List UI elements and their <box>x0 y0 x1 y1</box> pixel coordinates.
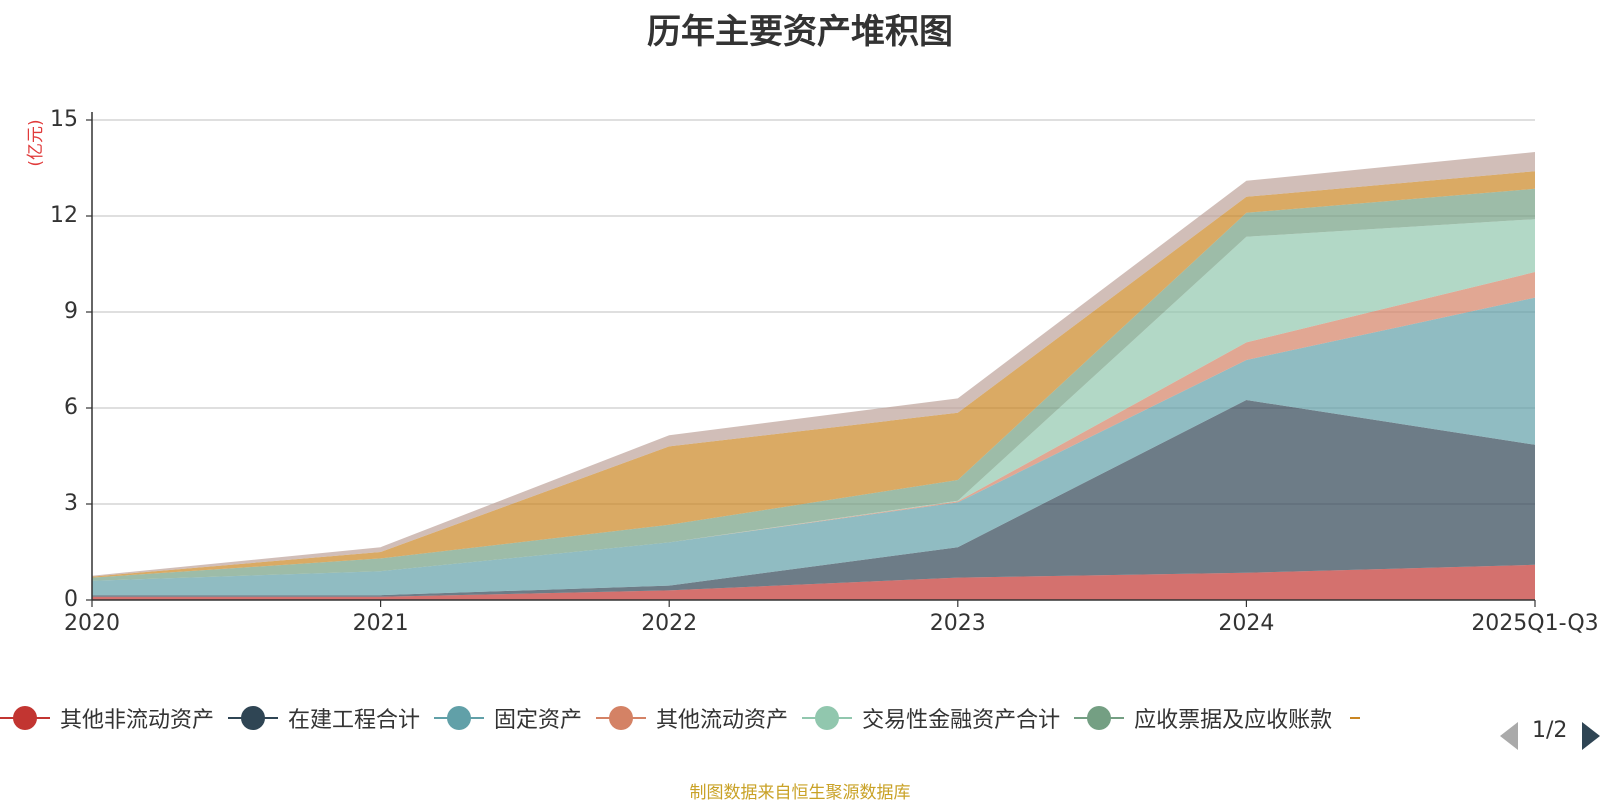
source-note: 制图数据来自恒生聚源数据库 <box>689 783 911 803</box>
legend-page-indicator: 1/2 <box>1532 718 1568 743</box>
legend-item[interactable]: 其他流动资产 <box>596 702 788 734</box>
x-tick-label: 2025Q1-Q3 <box>1471 611 1598 636</box>
legend-pager: 1/2 <box>1500 718 1600 754</box>
legend-item[interactable]: 应收票据及应收账款 <box>1074 702 1332 734</box>
y-tick-label: 9 <box>64 299 78 324</box>
area-series <box>92 152 1535 600</box>
area-series-应收票据及应收账款 <box>92 188 1535 581</box>
legend-label: 交易性金融资产合计 <box>862 708 1061 733</box>
legend-truncated-marker-icon <box>1350 717 1361 719</box>
y-tick-label: 0 <box>64 587 78 612</box>
legend-marker-icon <box>802 705 853 731</box>
legend-next-page-icon[interactable] <box>1582 722 1600 750</box>
legend-label: 固定资产 <box>494 708 583 733</box>
legend-prev-page-icon[interactable] <box>1500 722 1518 750</box>
legend-item[interactable]: 其他非流动资产 <box>0 702 214 734</box>
legend-label: 在建工程合计 <box>288 708 421 733</box>
legend-marker-icon <box>0 705 50 731</box>
legend: 其他非流动资产 在建工程合计 固定资产 其他流动资产 交易性金融资产合计 应收票据及应收账… <box>0 700 1386 736</box>
area-series-在建工程合计 <box>92 400 1535 597</box>
legend-item[interactable]: 固定资产 <box>434 702 582 734</box>
y-tick-label: 15 <box>50 107 78 132</box>
x-tick-label: 2022 <box>641 611 697 636</box>
area-series-交易性金融资产合计 <box>92 219 1535 581</box>
x-tick-label: 2023 <box>930 611 986 636</box>
x-tick-label: 2020 <box>64 611 120 636</box>
area-series-固定资产 <box>92 297 1535 596</box>
area-series-其他非流动资产 <box>92 564 1535 600</box>
y-tick-label: 6 <box>64 395 78 420</box>
legend-marker-icon <box>434 705 485 731</box>
legend-item[interactable]: 交易性金融资产合计 <box>802 702 1060 734</box>
y-axis-label: (亿元) <box>26 119 46 166</box>
legend-label: 应收票据及应收账款 <box>1134 708 1333 733</box>
x-tick-label: 2024 <box>1218 611 1274 636</box>
legend-label: 其他非流动资产 <box>60 708 215 733</box>
legend-marker-icon <box>596 705 647 731</box>
chart-title: 历年主要资产堆积图 <box>647 12 953 52</box>
legend-label: 其他流动资产 <box>656 708 789 733</box>
area-series-存货 <box>92 171 1535 578</box>
y-tick-label: 3 <box>64 491 78 516</box>
x-tick-label: 2021 <box>353 611 409 636</box>
legend-marker-icon <box>228 705 279 731</box>
y-tick-label: 12 <box>50 203 78 228</box>
axes: 0 3 6 9 12 15 2020 2021 2022 2023 2024 2025Q1-Q3 <box>50 107 1599 636</box>
legend-item[interactable]: 在建工程合计 <box>228 702 420 734</box>
legend-marker-icon <box>1074 705 1125 731</box>
